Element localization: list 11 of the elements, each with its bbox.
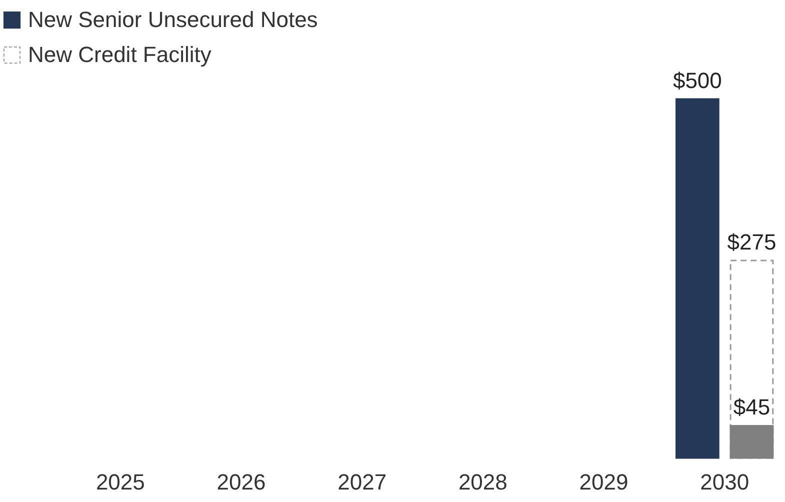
x-tick-label: 2028 — [458, 470, 508, 494]
data-label: $45 — [733, 394, 770, 420]
x-tick-label: 2029 — [579, 470, 628, 494]
x-tick-label: 2030 — [700, 470, 750, 494]
data-label: $500 — [672, 68, 722, 93]
x-tick-label: 2027 — [338, 470, 387, 494]
legend-label: New Credit Facility — [28, 42, 212, 67]
legend-label: New Senior Unsecured Notes — [28, 7, 318, 32]
x-tick-label: 2026 — [216, 470, 266, 494]
x-tick-label: 2025 — [96, 470, 145, 494]
data-label: $275 — [727, 230, 776, 255]
